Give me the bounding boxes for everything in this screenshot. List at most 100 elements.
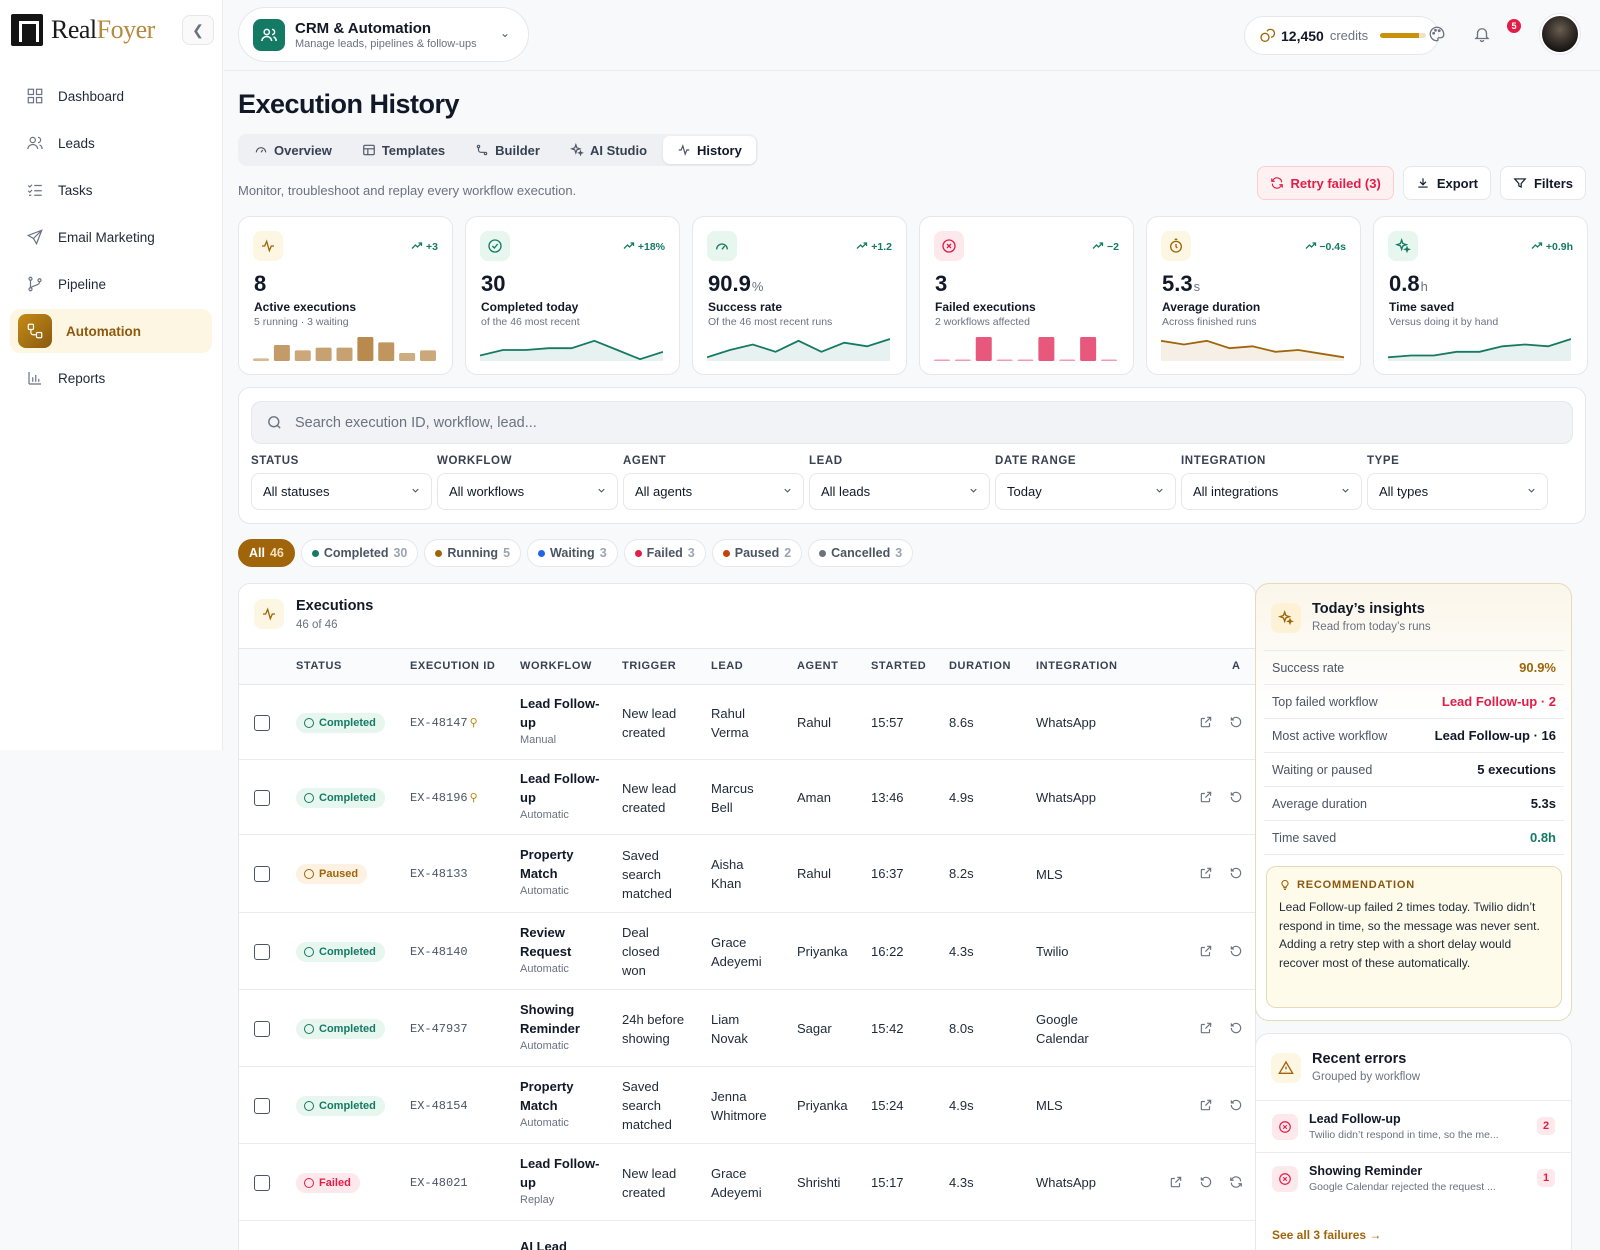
tab-templates[interactable]: Templates (348, 136, 459, 164)
sidebar-item-leads[interactable]: Leads (10, 121, 212, 165)
error-row[interactable]: Lead Follow-up Twilio didn’t respond in t… (1256, 1100, 1571, 1152)
avatar[interactable] (1540, 14, 1580, 54)
filter-chip-cancelled[interactable]: Cancelled 3 (808, 539, 914, 567)
tab-builder[interactable]: Builder (461, 136, 554, 164)
table-row[interactable]: Paused EX-48133 Property Match Automatic Save… (239, 835, 1255, 913)
lead-cell-line: Whitmore (711, 1107, 767, 1123)
filter-chip-completed[interactable]: Completed 30 (300, 539, 419, 567)
insight-value: 5.3s (1530, 796, 1556, 811)
palette-icon[interactable] (1425, 22, 1449, 46)
replay-icon[interactable] (1229, 1021, 1243, 1038)
filter-select[interactable]: All agents (623, 473, 804, 510)
retry-failed-button[interactable]: Retry failed (3) (1256, 166, 1394, 200)
execution-id[interactable]: EX-48021 (410, 1176, 468, 1190)
integration-cell-line: Google (1036, 1011, 1078, 1027)
error-row[interactable]: Showing Reminder Google Calendar rejected… (1256, 1152, 1571, 1204)
open-icon[interactable] (1199, 715, 1213, 732)
status-dot (634, 549, 642, 557)
credits-pill[interactable]: 12,450 credits (1244, 16, 1439, 55)
row-checkbox[interactable] (254, 866, 270, 882)
collapse-sidebar-button[interactable]: ❮ (182, 15, 214, 45)
pin-icon[interactable]: ⚲ (469, 717, 478, 730)
open-icon[interactable] (1199, 1098, 1213, 1115)
filter-chip-all[interactable]: All 46 (238, 539, 295, 567)
see-all-failures-link[interactable]: See all 3 failures → (1272, 1228, 1381, 1242)
brand-logo[interactable]: RealFoyer (11, 14, 155, 46)
execution-id-text: EX-48021 (410, 1175, 468, 1190)
export-label: Export (1436, 175, 1478, 191)
users-icon (253, 18, 285, 51)
sidebar-item-email-marketing[interactable]: Email Marketing (10, 215, 212, 259)
filter-chip-paused[interactable]: Paused 2 (711, 539, 803, 567)
filter-chip-failed[interactable]: Failed 3 (623, 539, 706, 567)
sidebar-item-tasks[interactable]: Tasks (10, 168, 212, 212)
table-row[interactable]: AI Lead (239, 1221, 1255, 1250)
replay-icon[interactable] (1229, 866, 1243, 883)
filter-chip-running[interactable]: Running 5 (424, 539, 522, 567)
open-icon[interactable] (1199, 866, 1213, 883)
row-checkbox[interactable] (254, 1174, 270, 1191)
filters-button[interactable]: Filters (1499, 166, 1586, 200)
error-count: 1 (1537, 1169, 1555, 1187)
filter-chip-waiting[interactable]: Waiting 3 (527, 539, 618, 567)
filter-select[interactable]: All workflows (437, 473, 618, 510)
table-row[interactable]: Completed EX-48154 Property Match Automatic S… (239, 1067, 1255, 1144)
execution-id[interactable]: EX-48133 (410, 867, 468, 881)
filter-select[interactable]: All statuses (251, 473, 432, 510)
execution-id[interactable]: EX-48147 ⚲ (410, 716, 478, 730)
filter-select[interactable]: All leads (809, 473, 990, 510)
search-icon (268, 416, 281, 429)
execution-id[interactable]: EX-47937 (410, 1022, 468, 1036)
filter-select[interactable]: All integrations (1181, 473, 1362, 510)
replay-icon[interactable] (1199, 1175, 1213, 1192)
execution-id[interactable]: EX-48140 (410, 945, 468, 959)
workflow-name-line2: Match (520, 1097, 558, 1113)
filter-select[interactable]: Today (995, 473, 1176, 510)
column-header: STATUS (296, 660, 342, 672)
warning-icon (1271, 1053, 1301, 1083)
table-row[interactable]: Completed EX-47937 Showing Reminder Automati… (239, 990, 1255, 1067)
bell-icon[interactable] (1470, 22, 1494, 46)
table-row[interactable]: Completed EX-48147 ⚲ Lead Follow-up Manual Ne… (239, 685, 1255, 760)
search-input[interactable]: Search execution ID, workflow, lead... (251, 401, 1573, 444)
module-switcher[interactable]: CRM & Automation Manage leads, pipelines… (238, 7, 529, 62)
row-checkbox[interactable] (254, 714, 270, 731)
row-checkbox[interactable] (254, 789, 270, 806)
row-checkbox[interactable] (254, 1097, 270, 1114)
replay-icon[interactable] (1229, 1098, 1243, 1115)
table-row[interactable]: Completed EX-48140 Review Request Automatic D… (239, 913, 1255, 990)
table-row[interactable]: Completed EX-48196 ⚲ Lead Follow-up Automati… (239, 760, 1255, 835)
open-icon[interactable] (1169, 1175, 1183, 1192)
execution-id[interactable]: EX-48196 ⚲ (410, 791, 478, 805)
row-checkbox[interactable] (254, 943, 270, 960)
branch-icon (28, 276, 42, 292)
started-cell: 15:57 (871, 714, 904, 730)
sidebar-item-pipeline[interactable]: Pipeline (10, 262, 212, 306)
tab-overview[interactable]: Overview (240, 136, 346, 164)
filter-integration: INTEGRATION All integrations (1181, 455, 1362, 510)
row-checkbox[interactable] (254, 1020, 270, 1037)
execution-id[interactable]: EX-48154 (410, 1099, 468, 1113)
pin-icon[interactable]: ⚲ (469, 792, 478, 805)
replay-icon[interactable] (1229, 715, 1243, 732)
module-subtitle: Manage leads, pipelines & follow-ups (295, 37, 477, 50)
tab-ai-studio[interactable]: AI Studio (556, 136, 661, 164)
table-row[interactable]: Failed EX-48021 Lead Follow-up Replay New le… (239, 1144, 1255, 1221)
filter-value: All integrations (1193, 484, 1279, 499)
workflow-name-line1: Lead Follow- (520, 770, 600, 786)
tab-history[interactable]: History (663, 136, 756, 164)
export-button[interactable]: Export (1402, 166, 1491, 200)
filter-select[interactable]: All types (1367, 473, 1548, 510)
sidebar-item-reports[interactable]: Reports (10, 356, 212, 400)
sidebar-item-automation[interactable]: Automation (10, 309, 212, 353)
retry-icon[interactable] (1229, 1175, 1243, 1192)
sidebar-item-dashboard[interactable]: Dashboard (10, 74, 212, 118)
open-icon[interactable] (1199, 790, 1213, 807)
open-icon[interactable] (1199, 944, 1213, 961)
status-label: Completed (319, 945, 376, 958)
sparkline-bar (1038, 337, 1055, 361)
replay-icon[interactable] (1229, 944, 1243, 961)
open-icon[interactable] (1199, 1021, 1213, 1038)
workflow-type: Automatic (520, 1039, 569, 1052)
replay-icon[interactable] (1229, 790, 1243, 807)
